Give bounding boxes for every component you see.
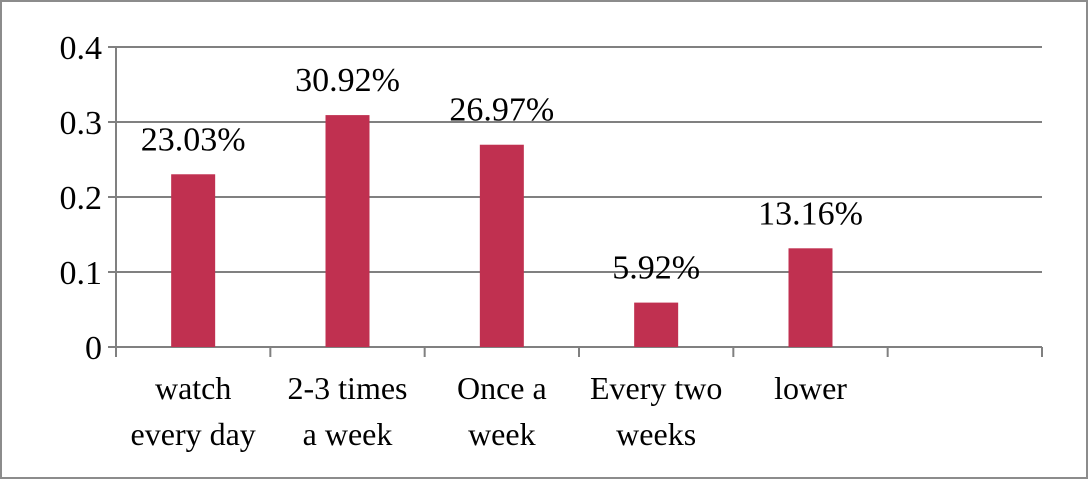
axes [108,46,1043,357]
bar [171,174,216,347]
bar [325,115,370,347]
bars [171,115,833,347]
data-label: 13.16% [758,195,863,232]
y-tick-label: 0.4 [60,30,103,67]
x-tick-label: lower [774,370,847,406]
x-tick-label-line: a week [303,416,393,452]
y-tick-label: 0.2 [60,180,103,217]
bar [479,144,524,347]
category-labels: watch every day 2-3 times a week Once a week E… [131,370,848,452]
x-tick-label: watch every day [131,370,256,452]
x-tick-label-line: 2-3 times [288,370,408,406]
gridlines [116,46,1042,273]
data-label: 23.03% [141,121,246,158]
x-tick-label-line: Every two [590,370,722,406]
x-tick-label-line: every day [131,416,256,452]
x-tick-label-line: weeks [616,416,696,452]
x-tick-label-line: lower [774,370,847,406]
y-tick-label: 0.3 [60,105,103,142]
x-tick-label: Every two weeks [590,370,722,452]
bar [788,248,833,347]
x-tick-label: 2-3 times a week [288,370,408,452]
y-tick-label: 0.1 [60,255,103,292]
data-label: 5.92% [612,250,700,287]
data-label: 26.97% [449,92,554,129]
y-tick-labels: 0 0.1 0.2 0.3 0.4 [60,30,103,367]
x-tick-label-line: Once a [457,370,547,406]
bar [634,302,679,347]
x-tick-label-line: week [468,416,536,452]
data-labels: 23.03% 30.92% 26.97% 5.92% 13.16% [141,62,863,287]
y-tick-label: 0 [85,330,102,367]
x-tick-label: Once a week [457,370,547,452]
x-tick-label-line: watch [155,370,231,406]
data-label: 30.92% [295,62,400,99]
